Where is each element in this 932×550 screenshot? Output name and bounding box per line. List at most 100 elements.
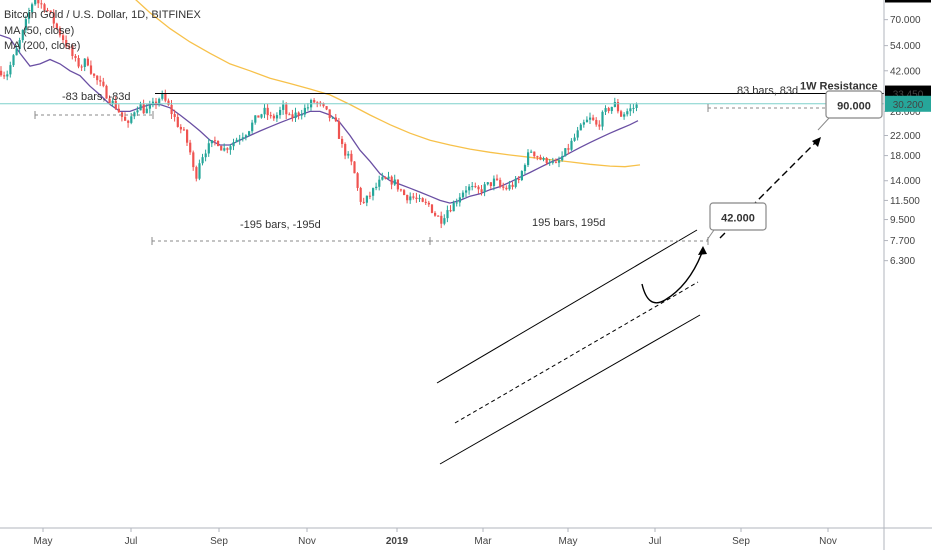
y-tick-label: 28.000: [890, 107, 921, 118]
candle-body: [372, 188, 375, 196]
candle-body: [170, 104, 173, 115]
candle-body: [248, 131, 251, 136]
candle-body: [27, 12, 31, 20]
candle-body: [409, 196, 412, 201]
candle-body: [37, 0, 40, 4]
candle-body: [12, 55, 15, 66]
x-tick-label: Sep: [732, 536, 750, 547]
candle-body: [558, 160, 561, 163]
candle-body: [337, 121, 341, 139]
candle-body: [18, 40, 21, 49]
y-tick-label: 11.500: [890, 196, 920, 207]
candle-body: [403, 190, 406, 196]
candle-body: [446, 210, 449, 219]
candle-body: [412, 196, 415, 198]
candle-body: [362, 201, 365, 203]
time-axis[interactable]: May Jul Sep Nov 2019 Mar May Jul Sep Nov: [0, 527, 932, 547]
y-tick-label: 14.000: [890, 176, 921, 187]
candle-body: [533, 151, 536, 157]
candle-body: [620, 111, 623, 117]
candle-body: [601, 111, 604, 127]
candle-body: [489, 182, 492, 187]
candle-body: [564, 148, 567, 157]
candle-body: [570, 140, 573, 150]
candle-body: [554, 161, 558, 163]
price-label-box: [885, 0, 931, 3]
candle-body: [607, 108, 610, 112]
candle-body: [604, 108, 607, 112]
candle-body: [207, 143, 210, 154]
candle-body: [458, 197, 461, 203]
x-tick-label: Jul: [649, 536, 662, 547]
x-tick-label: May: [34, 536, 53, 547]
candle-body: [334, 117, 337, 122]
y-tick-label: 70.000: [890, 15, 921, 26]
ma50-line: [0, 34, 639, 204]
candle-body: [592, 117, 595, 120]
candle-body: [74, 56, 77, 59]
candle-body: [263, 107, 266, 115]
candle-body: [99, 80, 102, 82]
candle-body: [375, 186, 378, 189]
candle-body: [142, 104, 145, 114]
candle-body: [539, 156, 542, 160]
candle-body: [83, 58, 86, 67]
candle-body: [58, 28, 62, 36]
candle-body: [381, 177, 384, 180]
candle-body: [626, 111, 629, 115]
candle-body: [291, 114, 294, 119]
candle-body: [244, 135, 248, 138]
ma200-legend[interactable]: MA (200, close): [4, 40, 81, 52]
candle-body: [306, 107, 310, 109]
range-left-label: -83 bars, -83d: [62, 91, 130, 103]
candle-body: [316, 102, 319, 104]
price-axis[interactable]: 220.000180.000140.000110.00070.00054.000…: [883, 0, 931, 550]
candle-body: [421, 198, 424, 202]
candle-body: [616, 102, 620, 112]
price-label: 33.450: [893, 90, 924, 101]
candle-body: [111, 100, 114, 104]
ma50-legend[interactable]: MA (50, close): [4, 25, 75, 37]
y-tick-label: 42.000: [890, 66, 921, 77]
candle-body: [189, 142, 192, 153]
candle-body: [15, 48, 18, 56]
channel-mid: [454, 281, 699, 424]
candle-body: [21, 29, 24, 41]
candle-body: [635, 104, 638, 108]
candle-body: [536, 156, 539, 158]
candle-body: [468, 186, 471, 191]
candle-body: [272, 115, 275, 119]
candle-body: [542, 157, 545, 160]
target-1-pointer: [706, 229, 715, 241]
price-label-box: [885, 95, 931, 112]
candle-body: [567, 148, 570, 150]
candle-body: [356, 173, 359, 188]
candle-body: [387, 176, 390, 179]
x-tick-label: May: [559, 536, 578, 547]
candle-body: [452, 202, 455, 212]
y-tick-label: 22.000: [890, 131, 921, 142]
candle-body: [210, 140, 213, 144]
candle-body: [461, 192, 465, 198]
candle-body: [393, 179, 396, 185]
candle-body: [145, 108, 148, 114]
candle-body: [632, 107, 635, 109]
candle-body: [31, 4, 34, 13]
x-tick-label: Nov: [298, 536, 316, 547]
candle-body: [158, 98, 161, 105]
candle-body: [424, 201, 427, 203]
candle-body: [365, 195, 368, 203]
candle-body: [9, 65, 12, 75]
x-tick-label: Nov: [819, 536, 837, 547]
candle-body: [65, 39, 68, 47]
resistance-label: 1W Resistance: [800, 81, 878, 93]
candle-body: [179, 126, 182, 130]
candle-body: [288, 114, 291, 116]
y-tick-label: 54.000: [890, 41, 921, 52]
candle-body: [93, 73, 96, 76]
candle-body: [226, 148, 229, 150]
ma50-path: [0, 34, 639, 204]
candle-body: [40, 3, 43, 5]
candle-body: [232, 142, 235, 147]
